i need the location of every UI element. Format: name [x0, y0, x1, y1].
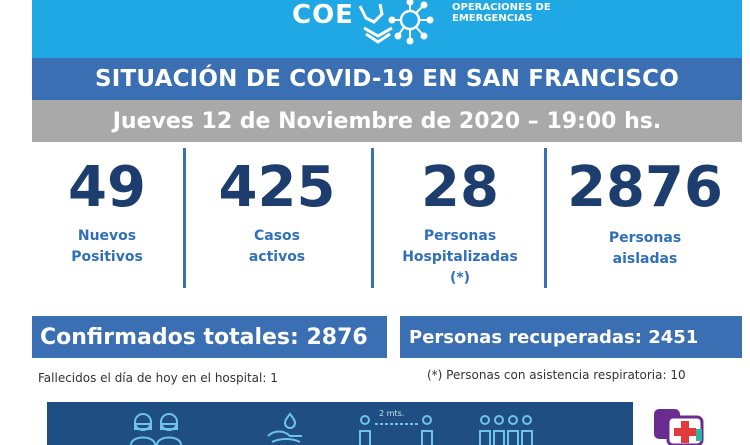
- stat-divider: [371, 148, 374, 288]
- stat-label: Personas aisladas: [608, 230, 682, 267]
- health-cross-logo: [654, 409, 704, 445]
- stat-value: 28: [421, 155, 499, 220]
- handwash-icon: [267, 412, 302, 443]
- confirmed-label: Confirmados totales:: [40, 324, 299, 350]
- social-distance-icon: [359, 415, 433, 445]
- stat-label: Nuevos Positivos: [71, 228, 143, 265]
- stat-hospitalized: 28 Personas Hospitalizadas (*): [375, 148, 545, 288]
- date-banner: Jueves 12 de Noviembre de 2020 – 19:00 h…: [32, 100, 742, 142]
- stat-label: Casos activos: [248, 228, 306, 265]
- stat-active-cases: 425 Casos activos: [187, 148, 367, 288]
- prevention-banner: 2 mts.: [47, 402, 633, 445]
- stat-divider: [183, 148, 186, 288]
- stat-divider: [544, 148, 547, 288]
- stat-value: 2876: [567, 155, 723, 220]
- logo-text: OPERACIONES DE EMERGENCIAS: [452, 2, 551, 24]
- confirmed-value: 2876: [306, 324, 368, 350]
- stat-value: 425: [218, 155, 336, 220]
- title-banner: SITUACIÓN DE COVID-19 EN SAN FRANCISCO: [32, 58, 742, 100]
- page-title: SITUACIÓN DE COVID-19 EN SAN FRANCISCO: [95, 66, 679, 92]
- group-people-icon: [479, 415, 533, 445]
- stat-label: Personas Hospitalizadas (*): [402, 228, 518, 286]
- virus-network-icon: [358, 0, 434, 45]
- recovered-value: 2451: [648, 326, 699, 348]
- stat-value: 49: [68, 155, 146, 220]
- recovered-label: Personas recuperadas:: [409, 326, 642, 348]
- distance-label: 2 mts.: [379, 409, 405, 418]
- stat-new-positive: 49 Nuevos Positivos: [32, 148, 182, 288]
- respiratory-note: (*) Personas con asistencia respiratoria…: [427, 368, 686, 382]
- logo-acronym: COE: [292, 0, 354, 30]
- deaths-note: Fallecidos el día de hoy en el hospital:…: [38, 371, 278, 385]
- coe-logo: COE OPERACIONES DE EMERGENCIAS: [280, 0, 580, 52]
- masked-people-icon: [130, 413, 182, 445]
- stat-isolated: 2876 Personas aisladas: [548, 148, 742, 288]
- stats-panel: 49 Nuevos Positivos 425 Casos activos 28…: [32, 148, 742, 288]
- report-date: Jueves 12 de Noviembre de 2020 – 19:00 h…: [112, 108, 662, 134]
- header-banner: COE OPERACIONES DE EMERGENCIAS: [32, 0, 742, 58]
- recovered-box: Personas recuperadas: 2451: [400, 316, 742, 358]
- confirmed-total-box: Confirmados totales: 2876: [32, 316, 387, 358]
